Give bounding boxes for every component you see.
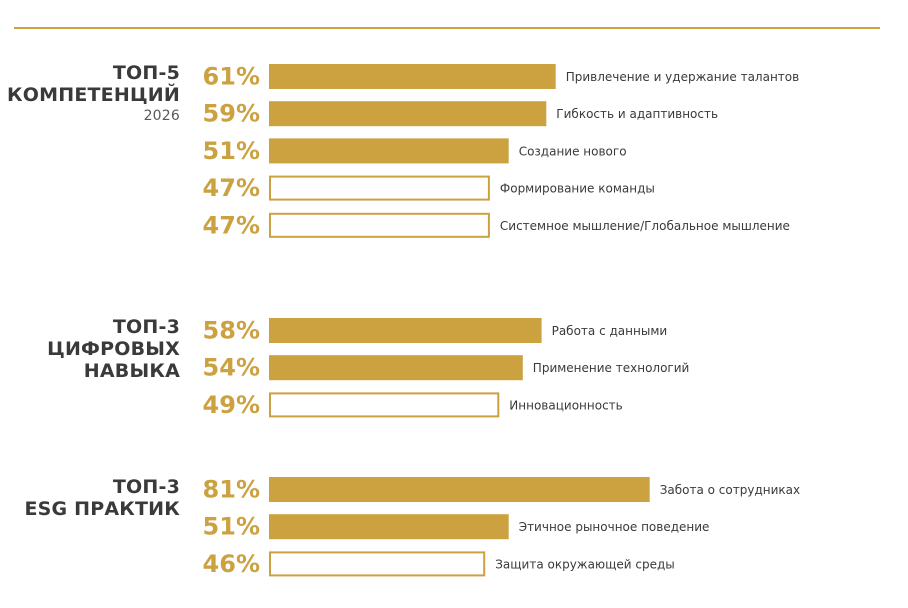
group-title-line: ESG ПРАКТИК <box>24 498 180 520</box>
group-title-line: ЦИФРОВЫХ <box>47 338 180 360</box>
bar-value-label: 61% <box>203 63 260 91</box>
bar-outlined <box>269 212 490 238</box>
group-subtitle-year: 2026 <box>143 108 180 124</box>
bar-value-label: 51% <box>203 513 260 541</box>
bar-category-label: Системное мышление/Глобальное мышление <box>500 219 790 233</box>
group-title-competencies: ТОП-5 КОМПЕТЕНЦИЙ 2026 <box>7 62 180 126</box>
bar-value-label: 54% <box>203 354 260 382</box>
bar-category-label: Защита окружающей среды <box>495 557 675 571</box>
bar-category-label: Привлечение и удержание талантов <box>566 70 800 84</box>
bar-value-label: 49% <box>203 391 260 419</box>
bar-value-label: 58% <box>203 317 260 345</box>
bar-outlined <box>269 392 500 418</box>
bar-category-label: Создание нового <box>519 144 627 158</box>
group-title-digital-skills: ТОП-3 ЦИФРОВЫХ НАВЫКА <box>47 316 180 382</box>
bar-outlined <box>269 551 486 577</box>
bar-outlined <box>269 175 490 201</box>
bar-category-label: Инновационность <box>509 398 622 412</box>
group-title-esg-practices: ТОП-3 ESG ПРАКТИК <box>24 476 180 520</box>
bar-value-label: 47% <box>203 174 260 202</box>
bar-filled <box>269 64 556 89</box>
bar-filled <box>269 514 509 540</box>
bar-category-label: Забота о сотрудниках <box>660 483 800 497</box>
bar-value-label: 81% <box>203 476 260 504</box>
bar-value-label: 46% <box>203 550 260 578</box>
group-title-line: ТОП-3 <box>112 476 180 498</box>
bar-value-label: 47% <box>203 211 260 239</box>
bar-filled <box>269 355 523 381</box>
top-divider <box>14 27 880 29</box>
bar-category-label: Формирование команды <box>500 182 655 196</box>
bar-filled <box>269 101 547 127</box>
bar-category-label: Работа с данными <box>552 324 668 338</box>
group-title-line: ТОП-5 <box>112 62 180 84</box>
group-title-line: КОМПЕТЕНЦИЙ <box>7 84 180 106</box>
bar-category-label: Применение технологий <box>533 361 690 375</box>
bar-value-label: 59% <box>203 100 260 128</box>
group-title-line: НАВЫКА <box>83 360 180 382</box>
bar-category-label: Этичное рыночное поведение <box>519 520 710 534</box>
bar-filled <box>269 477 650 502</box>
bar-value-label: 51% <box>203 137 260 165</box>
bar-filled <box>269 138 509 164</box>
bar-filled <box>269 318 542 343</box>
group-title-line: ТОП-3 <box>112 316 180 338</box>
bar-category-label: Гибкость и адаптивность <box>556 107 718 121</box>
